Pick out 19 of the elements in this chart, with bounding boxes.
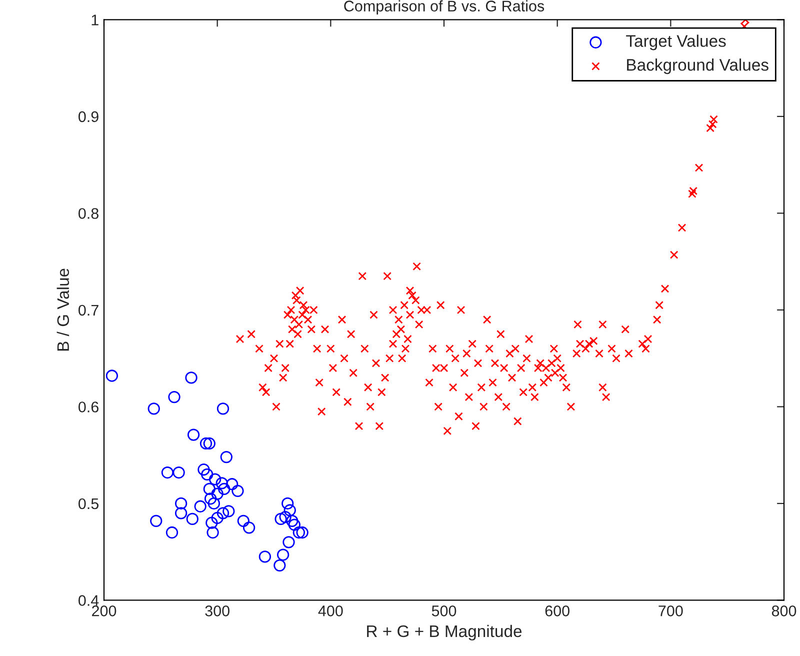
x-tick-label: 300 xyxy=(205,606,230,616)
legend-label: Target Values xyxy=(626,34,726,50)
x-axis-title: R + G + B Magnitude xyxy=(367,624,522,640)
x-tick-label: 200 xyxy=(92,606,116,616)
x-tick-label: 800 xyxy=(772,606,796,616)
y-tick-label: 0.9 xyxy=(78,111,98,122)
x-tick-label: 700 xyxy=(658,606,683,616)
legend-label: Background Values xyxy=(627,58,768,74)
y-tick-label: 0.4 xyxy=(78,595,99,606)
x-tick-label: 400 xyxy=(318,606,343,616)
y-tick-label: 0.5 xyxy=(78,498,98,510)
y-axis-title: B / G Value xyxy=(56,268,70,351)
y-tick-label: 0.6 xyxy=(78,402,98,412)
chart-title: Comparison of B vs. G Ratios xyxy=(344,0,544,15)
y-tick-label: 0.7 xyxy=(78,304,98,316)
x-tick-label: 600 xyxy=(545,606,570,616)
y-tick-label: 0.8 xyxy=(78,208,98,219)
y-tick-label: 1 xyxy=(92,14,98,26)
x-tick-label: 500 xyxy=(432,606,456,616)
